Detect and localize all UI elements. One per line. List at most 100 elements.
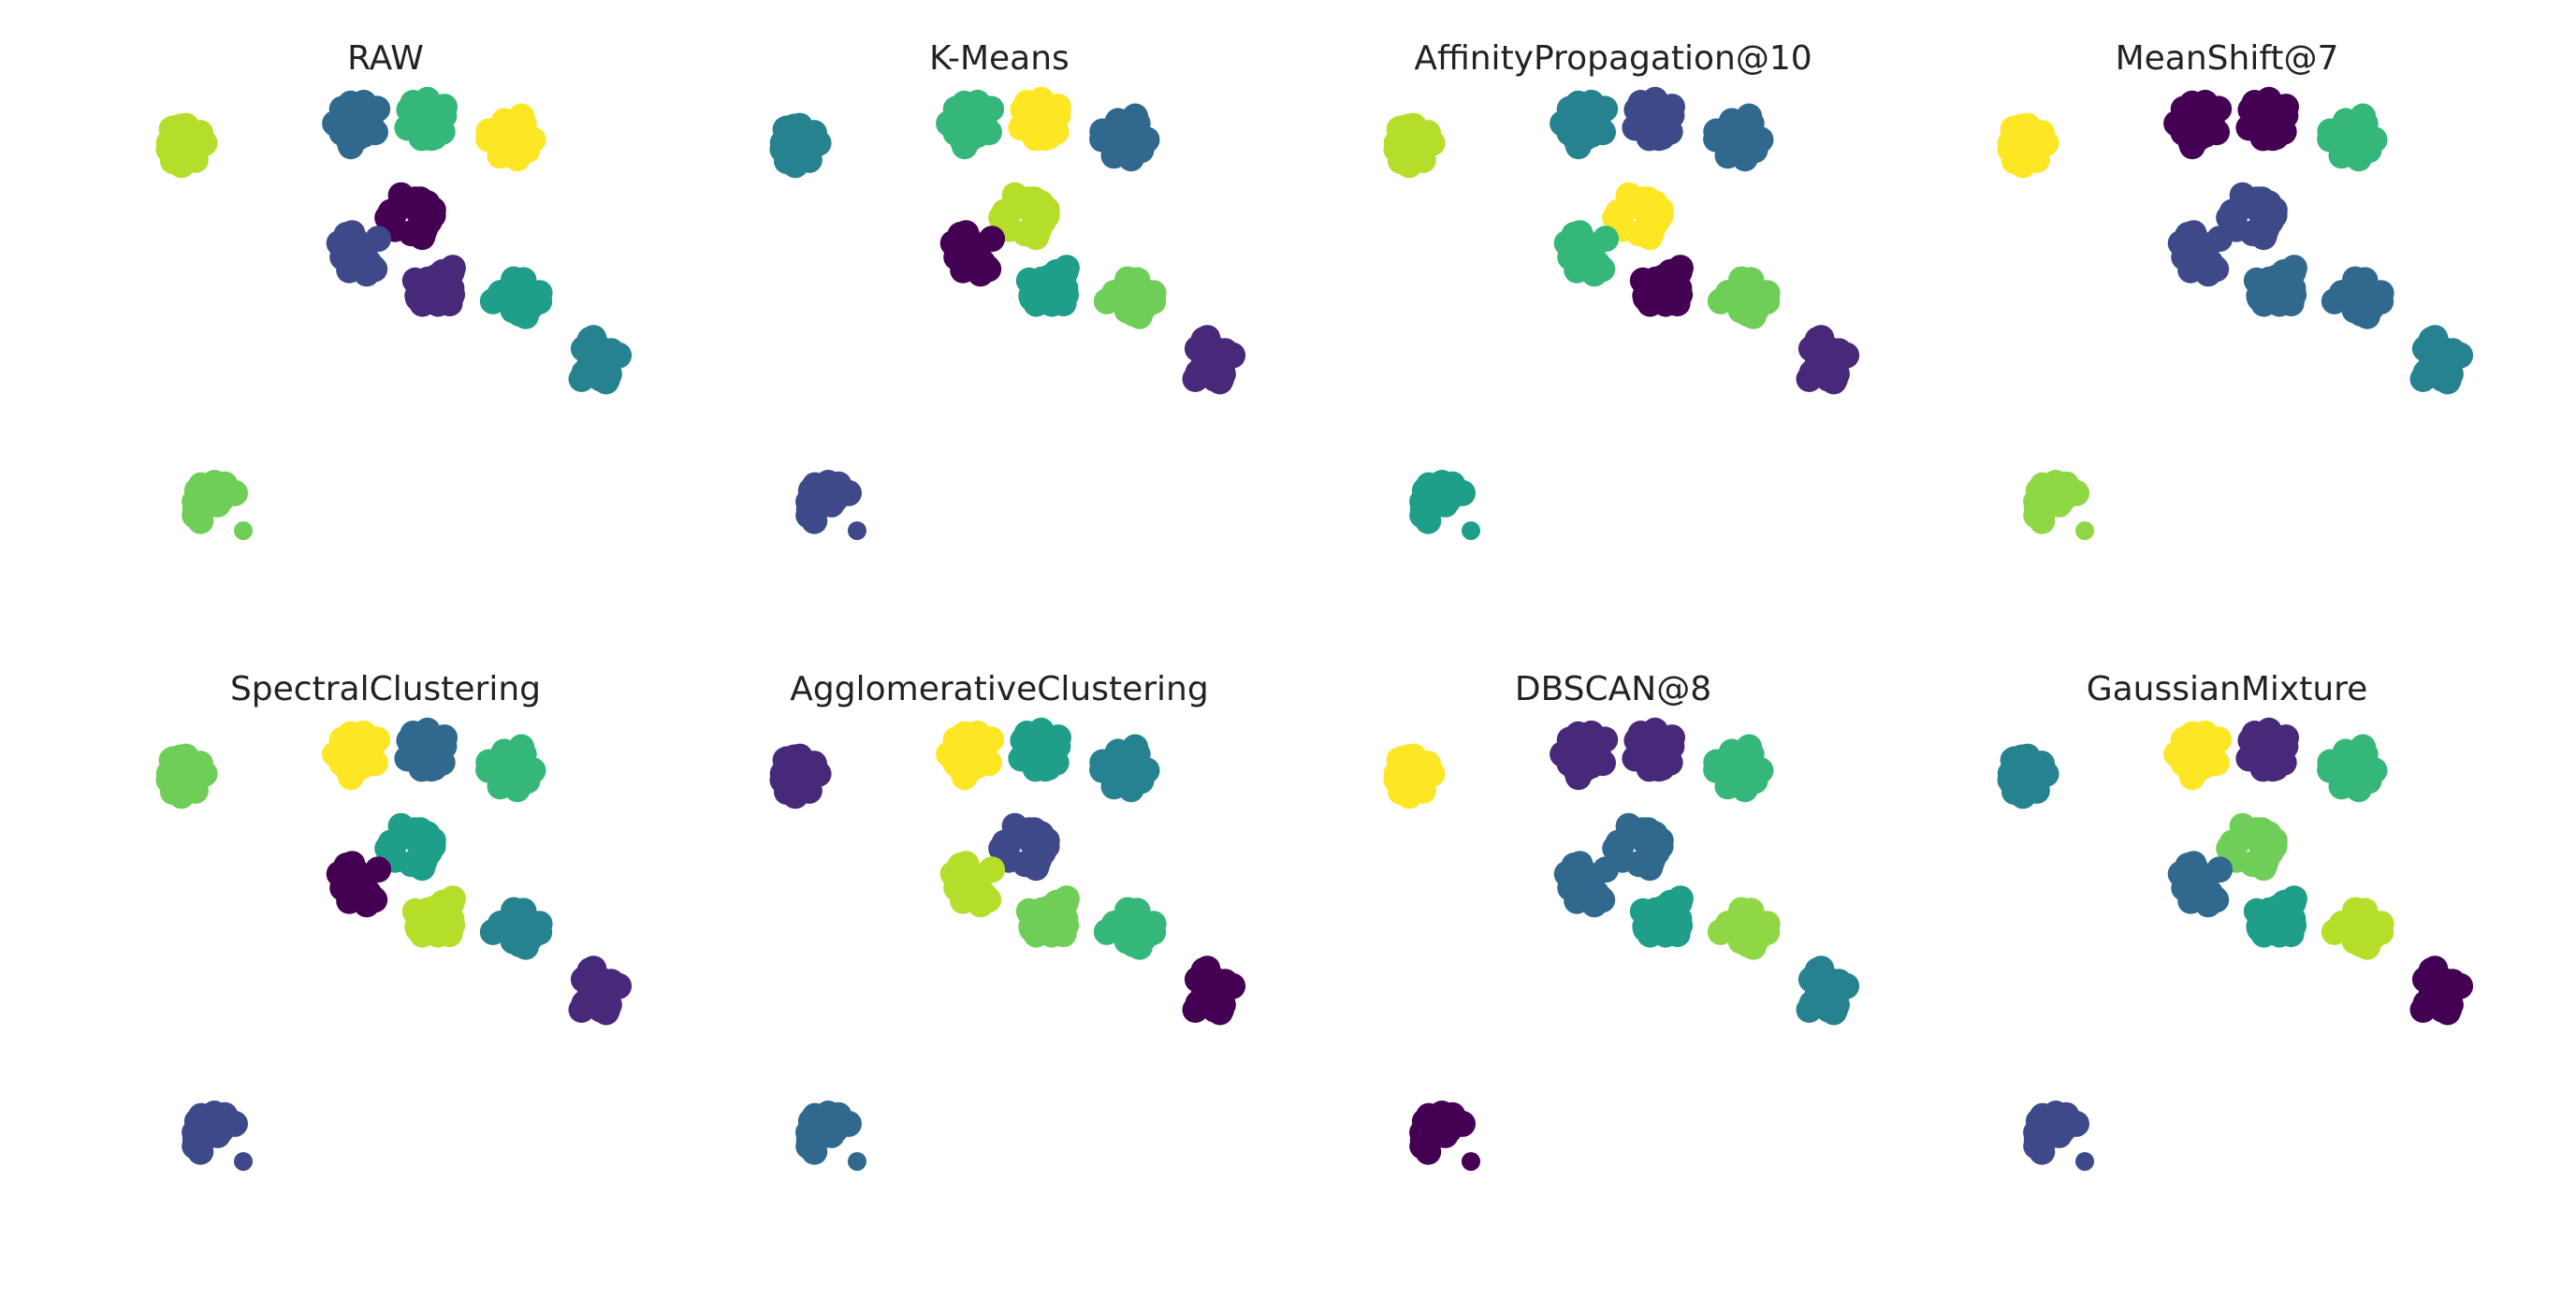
scatter-point xyxy=(2023,1119,2050,1146)
scatter-point xyxy=(786,112,813,139)
scatter-point xyxy=(2279,258,2307,285)
scatter-point xyxy=(1400,112,1427,139)
scatter-point xyxy=(2014,743,2041,770)
cluster-3 xyxy=(1008,717,1071,782)
scatter-point xyxy=(1109,285,1136,313)
scatter-point xyxy=(1590,750,1616,777)
scatter-point xyxy=(2205,726,2233,753)
cluster-10 xyxy=(182,470,253,541)
cluster-8 xyxy=(479,266,553,329)
scatter-point xyxy=(1812,970,1840,997)
scatter-point xyxy=(1632,915,1659,942)
scatter-point xyxy=(2246,284,2273,312)
scatter-point xyxy=(234,521,253,541)
cluster-8 xyxy=(1093,266,1167,329)
subplot-2: K-Means xyxy=(769,39,1246,541)
scatter-point xyxy=(2204,119,2230,146)
scatter-point xyxy=(786,743,813,770)
scatter-point xyxy=(955,856,982,883)
scatter-point xyxy=(978,95,1005,123)
cluster-3 xyxy=(1622,86,1685,152)
scatter-point xyxy=(438,889,465,916)
scatter-point xyxy=(172,743,199,770)
cluster-8 xyxy=(2321,266,2394,329)
scatter-point xyxy=(1130,925,1157,952)
cluster-4 xyxy=(2317,103,2388,172)
scatter-point xyxy=(517,925,544,952)
scatter-point xyxy=(2188,253,2215,280)
scatter-point xyxy=(1409,1119,1436,1146)
scatter-point xyxy=(2358,925,2385,952)
scatter-point xyxy=(2023,777,2050,804)
scatter-point xyxy=(2023,489,2050,516)
subplot-title: AgglomerativeClustering xyxy=(790,670,1208,708)
cluster-6 xyxy=(1553,220,1620,287)
cluster-10 xyxy=(1409,470,1480,541)
scatter-point xyxy=(848,521,866,541)
subplot-4: MeanShift@7 xyxy=(1997,39,2474,541)
scatter-point xyxy=(517,294,544,321)
scatter-point xyxy=(585,339,612,366)
scatter-point xyxy=(2336,916,2364,943)
subplot-title: RAW xyxy=(347,39,424,78)
scatter-point xyxy=(1592,726,1619,753)
scatter-point xyxy=(1033,202,1060,229)
scatter-point xyxy=(2183,226,2210,253)
scatter-point xyxy=(848,1152,866,1172)
cluster-3 xyxy=(2235,717,2299,782)
scatter-point xyxy=(1722,132,1749,158)
scatter-point xyxy=(341,751,368,779)
cluster-9 xyxy=(1182,955,1246,1026)
scatter-point xyxy=(362,750,388,777)
scatter-point xyxy=(404,915,431,942)
cluster-8 xyxy=(2321,897,2394,960)
scatter-point xyxy=(419,833,446,860)
scatter-point xyxy=(954,121,982,148)
cluster-2 xyxy=(936,720,1005,791)
cluster-9 xyxy=(2409,325,2474,395)
scatter-point xyxy=(795,1119,822,1146)
scatter-point xyxy=(1744,925,1771,952)
scatter-point xyxy=(1569,226,1596,253)
scatter-point xyxy=(2205,95,2233,123)
scatter-point xyxy=(1574,883,1601,911)
cluster-6 xyxy=(1553,851,1620,918)
cluster-6 xyxy=(2167,220,2234,287)
cluster-4 xyxy=(1703,103,1774,172)
scatter-point xyxy=(2279,889,2307,916)
scatter-point xyxy=(1647,202,1674,229)
scatter-point xyxy=(2280,912,2307,939)
cluster-9 xyxy=(1796,955,1860,1026)
scatter-point xyxy=(2182,751,2209,779)
subplot-title: DBSCAN@8 xyxy=(1515,670,1711,708)
cluster-5 xyxy=(988,812,1060,882)
scatter-point xyxy=(342,226,369,253)
scatter-point xyxy=(960,883,987,911)
scatter-point xyxy=(234,1152,253,1172)
scatter-point xyxy=(1052,889,1079,916)
cluster-6 xyxy=(939,220,1006,287)
scatter-point xyxy=(1623,96,1651,124)
scatter-point xyxy=(1053,281,1080,308)
scatter-point xyxy=(1199,970,1226,997)
cluster-6 xyxy=(939,851,1006,918)
scatter-point xyxy=(2336,132,2363,158)
cluster-7 xyxy=(2243,255,2307,317)
scatter-point xyxy=(1052,258,1079,285)
subplot-title: K-Means xyxy=(929,39,1070,78)
cluster-10 xyxy=(2023,470,2094,541)
scatter-point xyxy=(1655,729,1682,756)
scatter-point xyxy=(954,751,982,779)
cluster-10 xyxy=(2023,1101,2094,1172)
subplot-3: AffinityPropagation@10 xyxy=(1383,39,1860,541)
scatter-point xyxy=(1409,777,1436,804)
scatter-point xyxy=(2075,1152,2094,1172)
scatter-point xyxy=(364,95,391,123)
scatter-point xyxy=(2280,281,2307,308)
cluster-2 xyxy=(936,89,1005,160)
scatter-point xyxy=(439,912,466,939)
scatter-point xyxy=(1592,95,1619,123)
scatter-point xyxy=(1033,833,1060,860)
scatter-point xyxy=(1655,98,1682,125)
scatter-point xyxy=(439,281,466,308)
